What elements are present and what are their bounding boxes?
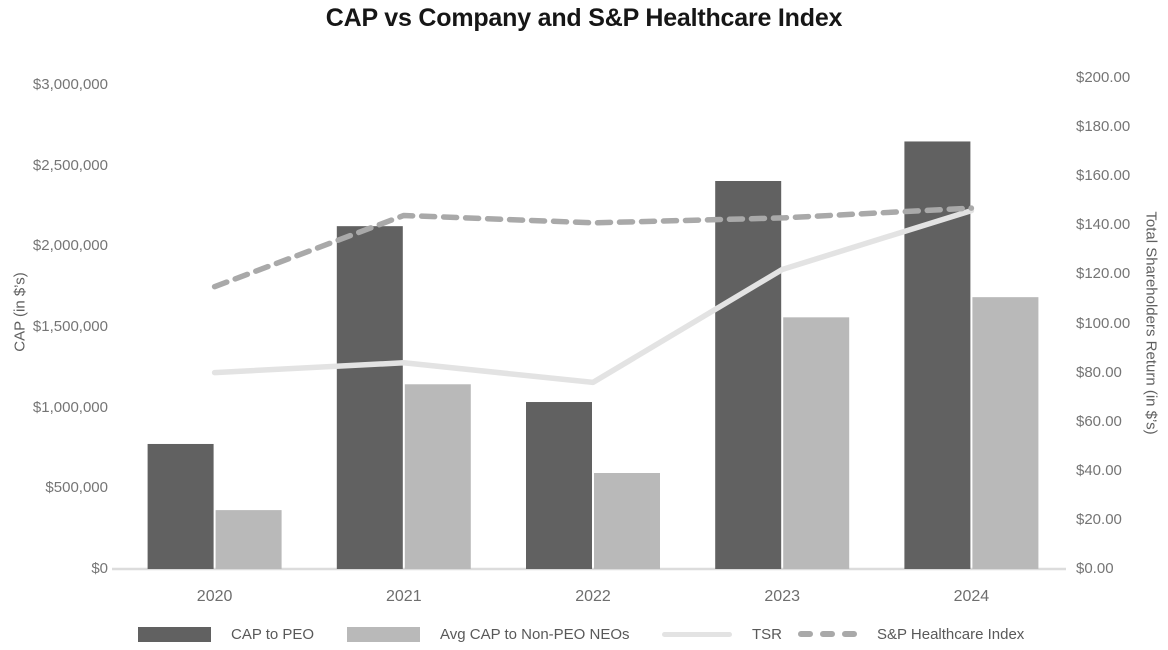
legend-label-tsr: TSR bbox=[752, 625, 782, 643]
line-sp-healthcare-index bbox=[211, 205, 975, 290]
bar-avg-cap-non-peo-neos-2023 bbox=[783, 317, 850, 569]
right-axis-title: Total Shareholders Return (in $’s) bbox=[1142, 211, 1160, 435]
right-axis-tick-label: $40.00 bbox=[1076, 461, 1122, 479]
left-axis-tick-label: $1,500,000 bbox=[32, 318, 108, 335]
right-axis-tick-label: $60.00 bbox=[1076, 412, 1122, 430]
legend-swatch-cap-to-peo bbox=[138, 626, 211, 642]
legend-label-avg-cap-non-peo-neos: Avg CAP to Non-PEO NEOs bbox=[440, 625, 630, 643]
legend-swatch-tsr bbox=[662, 631, 732, 637]
legend-item-sp-healthcare-index: S&P Healthcare Index bbox=[798, 622, 1024, 646]
left-axis-title: CAP (in $’s) bbox=[11, 272, 29, 352]
chart-title: CAP vs Company and S&P Healthcare Index bbox=[325, 4, 843, 32]
legend-label-sp-healthcare-index: S&P Healthcare Index bbox=[877, 625, 1025, 643]
legend-label-cap-to-peo: CAP to PEO bbox=[231, 625, 315, 643]
x-axis-label-2021: 2021 bbox=[386, 588, 422, 605]
x-axis-label-2024: 2024 bbox=[953, 588, 990, 605]
bar-avg-cap-non-peo-neos-2021 bbox=[404, 384, 471, 569]
x-axis-label-2020: 2020 bbox=[196, 588, 233, 605]
bar-cap-to-peo-2020 bbox=[147, 443, 214, 569]
legend-item-avg-cap-non-peo-neos: Avg CAP to Non-PEO NEOs bbox=[347, 622, 630, 646]
legend-item-tsr: TSR bbox=[662, 622, 782, 646]
left-axis-tick-label: $500,000 bbox=[45, 479, 108, 497]
bar-cap-to-peo-2023 bbox=[715, 180, 782, 569]
right-axis-tick-label: $80.00 bbox=[1076, 363, 1122, 381]
left-axis-tick-label: $3,000,000 bbox=[32, 76, 108, 93]
dash-segment bbox=[842, 631, 857, 637]
right-axis-tick-label: $160.00 bbox=[1076, 167, 1131, 185]
right-axis-tick-label: $140.00 bbox=[1076, 216, 1131, 234]
x-axis-label-2022: 2022 bbox=[575, 588, 611, 605]
line-tsr bbox=[211, 207, 975, 386]
right-axis-tick-label: $100.00 bbox=[1076, 314, 1131, 332]
bar-cap-to-peo-2024 bbox=[904, 141, 971, 569]
right-axis-tick-label: $0.00 bbox=[1076, 560, 1114, 577]
bar-avg-cap-non-peo-neos-2024 bbox=[972, 297, 1039, 569]
right-axis-tick-label: $20.00 bbox=[1076, 510, 1122, 528]
right-axis-tick-label: $120.00 bbox=[1076, 265, 1131, 283]
legend-swatch-avg-cap-non-peo-neos bbox=[347, 626, 420, 642]
legend-item-cap-to-peo: CAP to PEO bbox=[138, 622, 314, 646]
right-axis-tick-label: $180.00 bbox=[1076, 118, 1131, 136]
left-axis-tick-label: $0 bbox=[91, 560, 108, 577]
bar-cap-to-peo-2022 bbox=[526, 402, 592, 569]
bar-cap-to-peo-2021 bbox=[336, 226, 403, 569]
right-axis-tick-label: $200.00 bbox=[1076, 69, 1131, 86]
x-axis-label-2023: 2023 bbox=[764, 588, 800, 605]
left-axis-tick-label: $2,000,000 bbox=[32, 237, 108, 255]
bar-avg-cap-non-peo-neos-2022 bbox=[594, 473, 660, 569]
dash-segment bbox=[798, 631, 813, 637]
dash-segment bbox=[820, 631, 835, 637]
left-axis-tick-label: $2,500,000 bbox=[32, 156, 108, 174]
left-axis-tick-label: $1,000,000 bbox=[32, 398, 108, 416]
bar-avg-cap-non-peo-neos-2020 bbox=[215, 510, 282, 569]
legend-swatch-sp-healthcare-index bbox=[798, 631, 857, 637]
